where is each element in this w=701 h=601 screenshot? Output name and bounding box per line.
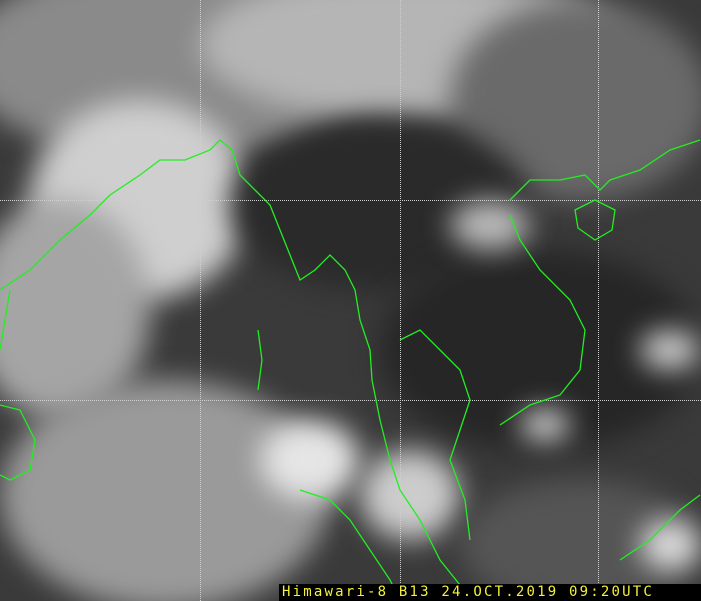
coastline-vietnam	[499, 139, 701, 426]
coastline-india-bangladesh	[0, 139, 373, 381]
coastline-india-east	[0, 289, 11, 351]
coastline-hainan	[574, 199, 616, 241]
cloud-mass	[450, 200, 530, 250]
coastline-sumatra	[299, 489, 401, 601]
cloud-mass	[260, 420, 360, 500]
latitude-line	[0, 400, 701, 401]
latitude-line	[0, 200, 701, 201]
image-caption: Himawari-8 B13 24.OCT.2019 09:20UTC	[279, 584, 701, 601]
cloud-mass	[640, 330, 700, 370]
coastline-thailand-gulf	[399, 329, 471, 541]
coastline-malay-peninsula	[371, 379, 461, 586]
cloud-mass	[0, 380, 330, 601]
cloud-mass	[360, 450, 460, 540]
coastline-borneo	[619, 494, 701, 561]
longitude-line	[200, 0, 201, 601]
cloud-mass	[640, 520, 700, 570]
coastline-sri-lanka	[0, 404, 36, 481]
cloud-mass	[520, 410, 570, 440]
longitude-line	[598, 0, 599, 601]
longitude-line	[400, 0, 401, 601]
coastline-andaman	[257, 329, 263, 391]
